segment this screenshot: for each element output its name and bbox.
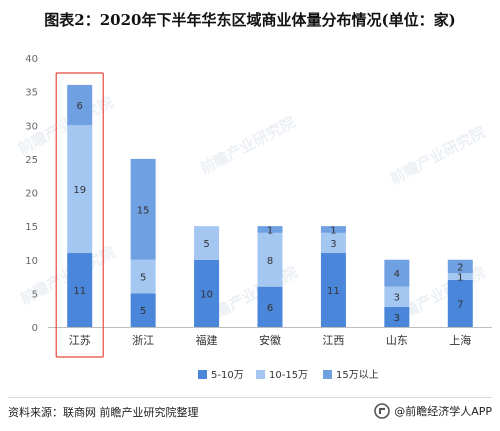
- y-tick-label: 15: [25, 222, 38, 233]
- bar-value-label: 5: [140, 306, 146, 317]
- bar-segment[interactable]: [257, 226, 283, 233]
- bar-value-label: 1: [267, 225, 273, 236]
- legend-label: 10-15万: [269, 370, 308, 381]
- bar-value-label: 15: [137, 205, 150, 216]
- watermark-text: 前瞻产业研究院: [387, 123, 488, 188]
- x-tick-label: 江西: [322, 334, 344, 347]
- bar-value-label: 5: [203, 239, 209, 250]
- source-note: 资料来源：联商网 前瞻产业研究院整理: [8, 406, 199, 419]
- bar-segment[interactable]: [447, 259, 473, 274]
- bar-segment[interactable]: [194, 259, 220, 327]
- y-tick-label: 0: [32, 323, 38, 334]
- bar-segment[interactable]: [447, 279, 473, 327]
- bar-segment[interactable]: [320, 232, 346, 254]
- bar-value-label: 3: [394, 313, 400, 324]
- y-tick-label: 20: [25, 189, 38, 200]
- bar-value-label: 19: [73, 185, 86, 196]
- bar-segment[interactable]: [447, 273, 473, 280]
- bar-value-label: 4: [394, 269, 400, 280]
- bar-segment[interactable]: [67, 84, 93, 126]
- bar-segment[interactable]: [130, 293, 156, 327]
- legend-swatch: [198, 370, 207, 379]
- y-tick-label: 35: [25, 88, 38, 99]
- bar-segment[interactable]: [384, 286, 410, 307]
- bar-segment[interactable]: [130, 158, 156, 260]
- bar-value-label: 8: [267, 256, 273, 267]
- x-tick-label: 福建: [196, 333, 218, 347]
- x-tick-label: 上海: [449, 333, 471, 347]
- bar-value-label: 11: [327, 286, 340, 297]
- bar-segment[interactable]: [130, 259, 156, 294]
- bar-value-label: 1: [330, 225, 336, 236]
- y-tick-label: 25: [25, 155, 38, 166]
- bar-segment[interactable]: [194, 226, 220, 260]
- bar-segment[interactable]: [67, 125, 93, 254]
- x-tick-label: 山东: [386, 334, 408, 347]
- bar-segment[interactable]: [384, 306, 410, 327]
- y-tick-label: 10: [25, 256, 38, 267]
- y-tick-label: 5: [32, 289, 38, 300]
- bar-value-label: 10: [200, 289, 213, 300]
- brand-text: @前瞻经济学人APP: [394, 405, 492, 418]
- y-tick-label: 30: [25, 121, 38, 132]
- x-tick-label: 安徽: [259, 333, 281, 347]
- bar-value-label: 5: [140, 273, 146, 284]
- brand-logo-icon: [374, 403, 391, 419]
- bar-value-label: 3: [394, 293, 400, 304]
- watermark-text: 前瞻产业研究院: [197, 113, 298, 178]
- legend-label: 15万以上: [336, 369, 379, 381]
- bar-value-label: 6: [267, 303, 273, 314]
- highlight-box: [55, 72, 104, 358]
- bar-value-label: 2: [457, 262, 463, 273]
- bar-value-label: 7: [457, 299, 463, 310]
- bar-segment[interactable]: [257, 232, 283, 287]
- bar-segment[interactable]: [320, 253, 346, 327]
- chart-title: 图表2：2020年下半年华东区域商业体量分布情况(单位：家): [44, 11, 456, 29]
- bar-value-label: 3: [330, 239, 336, 250]
- bar-value-label: 11: [73, 286, 86, 297]
- bar-value-label: 1: [457, 273, 463, 284]
- x-tick-label: 浙江: [132, 334, 154, 347]
- bar-segment[interactable]: [67, 253, 93, 327]
- x-tick-label: 江苏: [69, 334, 91, 347]
- footer-divider: [8, 397, 492, 398]
- bar-value-label: 6: [77, 101, 83, 112]
- bar-segment[interactable]: [257, 286, 283, 327]
- y-tick-label: 40: [25, 54, 38, 65]
- legend-label: 5-10万: [211, 370, 244, 381]
- bar-segment[interactable]: [384, 259, 410, 287]
- legend-swatch: [256, 370, 265, 379]
- legend-swatch: [323, 370, 332, 379]
- brand-credit[interactable]: @前瞻经济学人APP: [374, 403, 492, 419]
- bar-segment[interactable]: [320, 226, 346, 233]
